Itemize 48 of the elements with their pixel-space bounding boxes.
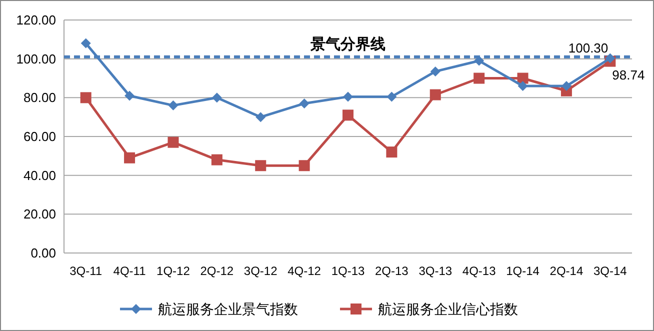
point bbox=[430, 66, 440, 76]
legend-label: 航运服务企业景气指数 bbox=[158, 300, 298, 317]
point bbox=[80, 38, 91, 48]
legend-label: 航运服务企业信心指数 bbox=[378, 300, 518, 317]
point bbox=[298, 160, 310, 172]
y-tick-label: 40.00 bbox=[23, 168, 56, 183]
x-tick-label: 2Q-14 bbox=[550, 264, 584, 278]
y-tick-label: 20.00 bbox=[23, 206, 56, 222]
point bbox=[211, 154, 222, 166]
data-label: 98.74 bbox=[612, 67, 645, 82]
point bbox=[342, 110, 354, 121]
point bbox=[212, 92, 222, 103]
point bbox=[168, 100, 178, 110]
x-tick-label: 3Q-14 bbox=[593, 264, 628, 278]
x-tick-label: 4Q-13 bbox=[462, 264, 496, 278]
point bbox=[605, 53, 616, 64]
y-tick-label: 80.00 bbox=[23, 90, 56, 106]
point bbox=[561, 81, 572, 92]
point bbox=[80, 92, 92, 104]
x-tick-label: 1Q-14 bbox=[506, 264, 540, 278]
x-tick-label: 3Q-11 bbox=[70, 264, 102, 278]
point bbox=[386, 146, 398, 158]
ref-line-label: 景气分界线 bbox=[310, 36, 386, 53]
x-tick-label: 4Q-11 bbox=[113, 264, 146, 278]
point bbox=[299, 98, 310, 108]
x-tick-label: 1Q-12 bbox=[156, 264, 190, 278]
x-tick-label: 1Q-13 bbox=[331, 264, 365, 278]
point bbox=[256, 112, 266, 122]
x-tick-label: 2Q-13 bbox=[375, 264, 409, 278]
data-label: 100.30 bbox=[568, 40, 608, 56]
point bbox=[124, 152, 136, 164]
point bbox=[386, 92, 397, 102]
point bbox=[430, 89, 441, 100]
y-tick-label: 100.00 bbox=[16, 51, 56, 66]
point bbox=[168, 136, 179, 148]
point bbox=[255, 160, 266, 172]
y-tick-label: 60.00 bbox=[23, 129, 56, 144]
point bbox=[518, 81, 528, 92]
y-tick-label: 0.00 bbox=[30, 246, 56, 261]
x-tick-label: 3Q-13 bbox=[418, 264, 452, 278]
y-tick-label: 120.00 bbox=[16, 12, 56, 28]
point bbox=[343, 92, 353, 102]
point bbox=[474, 72, 485, 84]
x-tick-label: 2Q-12 bbox=[200, 264, 234, 278]
point bbox=[474, 56, 484, 66]
x-tick-label: 4Q-12 bbox=[288, 264, 322, 278]
x-tick-label: 3Q-12 bbox=[244, 264, 278, 278]
point bbox=[124, 90, 135, 101]
